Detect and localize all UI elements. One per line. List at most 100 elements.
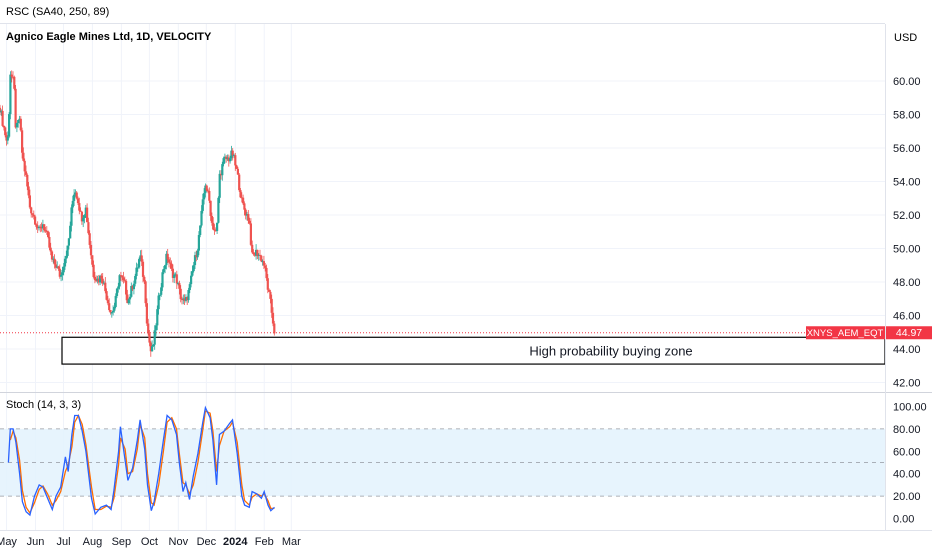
candle-up <box>154 325 158 331</box>
candle-up <box>0 110 3 113</box>
x-tick-label: Oct <box>141 536 158 548</box>
candle-up <box>261 261 264 263</box>
candle-down <box>249 223 252 245</box>
candle-down <box>109 310 112 313</box>
candle-up <box>201 199 204 211</box>
candle-up <box>203 193 206 200</box>
candle-down <box>10 74 13 77</box>
candle-up <box>82 217 85 222</box>
candle-down <box>95 280 98 282</box>
candle-down <box>208 191 211 201</box>
stoch-tick-label: 20.00 <box>893 491 921 503</box>
candle-down <box>28 195 31 208</box>
candle-up <box>200 210 203 226</box>
candle-up <box>115 288 119 296</box>
candle-up <box>70 207 73 226</box>
candle-down <box>75 192 78 199</box>
candle-up <box>192 265 195 272</box>
candle-up <box>112 310 115 313</box>
candle-down <box>86 207 89 223</box>
candle-up <box>17 119 20 124</box>
x-tick-label: May <box>0 536 17 548</box>
x-tick-label: Dec <box>197 536 217 548</box>
candle-down <box>143 276 146 282</box>
candle-down <box>44 230 47 232</box>
candle-up <box>255 249 258 256</box>
candle-down <box>240 197 243 199</box>
time-axis: May Jun Jul Aug Sep Oct Nov Dec 2024 Feb Mar <box>0 536 301 548</box>
candle-up <box>134 275 137 284</box>
candle-down <box>32 214 35 217</box>
candle-down <box>247 214 250 221</box>
candle-up <box>127 299 130 304</box>
candle-up <box>232 155 236 157</box>
candle-up <box>130 285 133 297</box>
candle-up <box>136 267 139 269</box>
candle-down <box>273 323 276 334</box>
candle-up <box>177 283 180 285</box>
candle-up <box>197 234 200 251</box>
candle-down <box>234 155 237 166</box>
candle-down <box>58 268 61 277</box>
candle-down <box>219 173 223 176</box>
candle-up <box>74 192 77 195</box>
candle-up <box>117 286 120 289</box>
candle-down <box>0 107 2 113</box>
candle-up <box>151 346 154 352</box>
currency-label: USD <box>894 32 917 44</box>
candle-down <box>76 198 80 204</box>
candle-down <box>186 297 189 301</box>
price-tick-label: 42.00 <box>893 378 921 390</box>
candle-down <box>40 227 43 229</box>
price-tick-label: 56.00 <box>893 143 921 155</box>
candle-up <box>221 164 224 176</box>
candle-down <box>262 261 265 266</box>
candle-up <box>157 295 160 310</box>
price-tag-symbol: XNYS_AEM_EQT <box>807 328 884 339</box>
candle-down <box>268 289 271 292</box>
candle-up <box>63 258 67 267</box>
candle-down <box>231 150 234 156</box>
candle-down <box>31 213 34 215</box>
price-tag-value: 44.97 <box>896 327 922 339</box>
candle-up <box>8 114 11 137</box>
candle-down <box>106 299 109 304</box>
candle-down <box>169 262 172 264</box>
candle-up <box>41 224 44 229</box>
candle-up <box>83 215 86 218</box>
candle-up <box>222 158 225 165</box>
candle-down <box>210 215 213 223</box>
candle-up <box>52 258 55 260</box>
candle-up <box>218 173 221 198</box>
x-tick-label: Feb <box>255 536 274 548</box>
candle-down <box>89 244 93 256</box>
candle-down <box>253 254 256 256</box>
candle-down <box>131 285 134 290</box>
candle-down <box>92 264 95 277</box>
candle-down <box>50 251 54 260</box>
candle-up <box>15 123 18 128</box>
candle-down <box>79 210 82 212</box>
candle-up <box>226 157 229 160</box>
candle-up <box>162 268 165 273</box>
price-tick-label: 58.00 <box>893 110 921 122</box>
candle-down <box>54 264 57 268</box>
candle-up <box>173 274 176 278</box>
stoch-tick-label: 60.00 <box>893 446 921 458</box>
candle-down <box>121 275 124 278</box>
candle-up <box>102 282 106 284</box>
candle-down <box>80 211 83 222</box>
candle-down <box>235 165 238 169</box>
candle-down <box>239 190 242 198</box>
candle-down <box>27 186 30 196</box>
candle-down <box>104 282 107 292</box>
candle-up <box>96 278 99 281</box>
price-tick-label: 44.00 <box>893 344 921 356</box>
candle-down <box>34 216 37 225</box>
candle-up <box>99 275 102 283</box>
candle-up <box>164 265 167 269</box>
candle-down <box>125 280 128 295</box>
buying-zone-box[interactable] <box>61 336 886 365</box>
x-tick-label: 2024 <box>223 536 248 548</box>
candle-down <box>93 276 96 281</box>
